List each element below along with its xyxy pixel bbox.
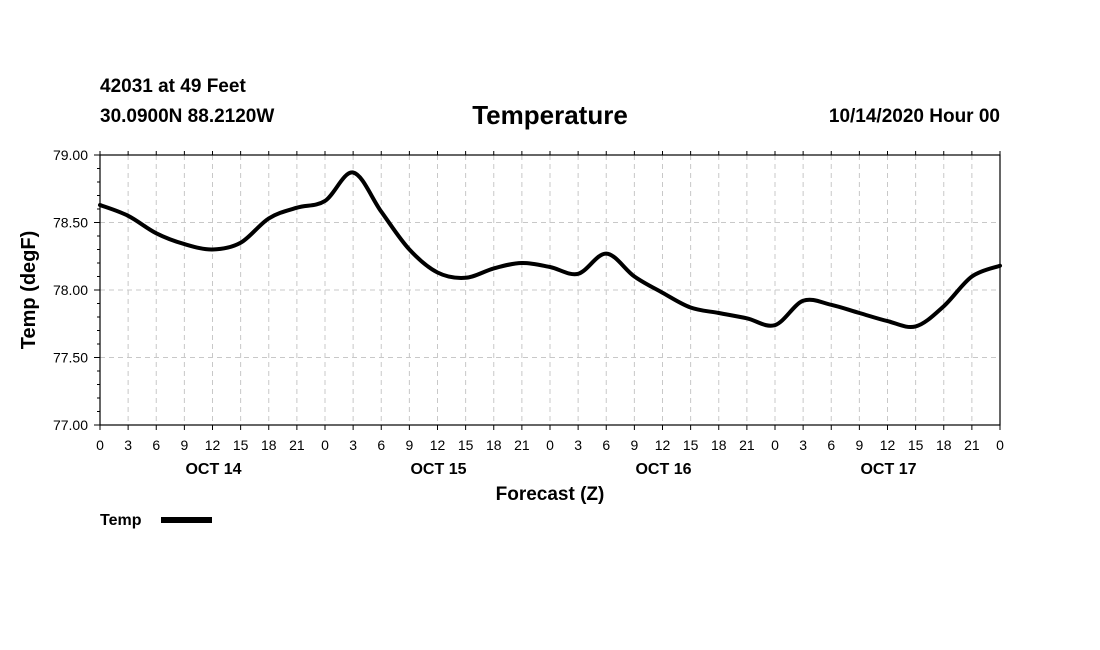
x-tick-label: 21: [964, 437, 980, 453]
x-tick-label: 12: [655, 437, 671, 453]
temp-series-line: [98, 170, 1002, 329]
x-tick-label: 15: [683, 437, 699, 453]
y-tick-label: 78.00: [53, 282, 88, 298]
day-label: OCT 14: [185, 461, 241, 478]
x-tick-label: 0: [771, 437, 779, 453]
y-tick-label: 78.50: [53, 215, 88, 231]
x-tick-label: 0: [546, 437, 554, 453]
x-tick-label: 6: [152, 437, 160, 453]
x-tick-label: 9: [855, 437, 863, 453]
day-label: OCT 17: [860, 461, 916, 478]
day-label: OCT 16: [635, 461, 691, 478]
y-tick-label: 77.00: [53, 417, 88, 433]
y-tick-label: 79.00: [53, 147, 88, 163]
x-tick-label: 21: [289, 437, 305, 453]
x-tick-label: 9: [180, 437, 188, 453]
day-label: OCT 15: [410, 461, 466, 478]
x-tick-label: 9: [630, 437, 638, 453]
x-tick-label: 9: [405, 437, 413, 453]
x-tick-label: 0: [96, 437, 104, 453]
x-tick-label: 18: [261, 437, 277, 453]
y-tick-label: 77.50: [53, 350, 88, 366]
x-tick-label: 3: [574, 437, 582, 453]
x-tick-label: 15: [458, 437, 474, 453]
x-tick-label: 0: [996, 437, 1004, 453]
x-tick-label: 21: [739, 437, 755, 453]
x-tick-label: 12: [880, 437, 896, 453]
x-tick-label: 6: [827, 437, 835, 453]
x-tick-label: 15: [908, 437, 924, 453]
legend-label: Temp: [100, 512, 142, 529]
x-tick-label: 3: [349, 437, 357, 453]
x-tick-label: 15: [233, 437, 249, 453]
x-tick-label: 18: [486, 437, 502, 453]
x-tick-label: 6: [377, 437, 385, 453]
x-tick-label: 21: [514, 437, 530, 453]
x-axis-title: Forecast (Z): [496, 484, 605, 505]
x-tick-label: 6: [602, 437, 610, 453]
x-tick-label: 0: [321, 437, 329, 453]
x-tick-label: 12: [430, 437, 446, 453]
x-tick-label: 18: [711, 437, 727, 453]
x-tick-label: 18: [936, 437, 952, 453]
x-tick-label: 12: [205, 437, 221, 453]
y-axis-title: Temp (degF): [18, 231, 40, 350]
x-tick-label: 3: [799, 437, 807, 453]
forecast-run-time: 10/14/2020 Hour 00: [828, 106, 1000, 127]
chart-title: Temperature: [472, 100, 628, 130]
coordinates-label: 30.0900N 88.2120W: [100, 106, 275, 127]
x-tick-label: 3: [124, 437, 132, 453]
station-label: 42031 at 49 Feet: [100, 76, 246, 97]
